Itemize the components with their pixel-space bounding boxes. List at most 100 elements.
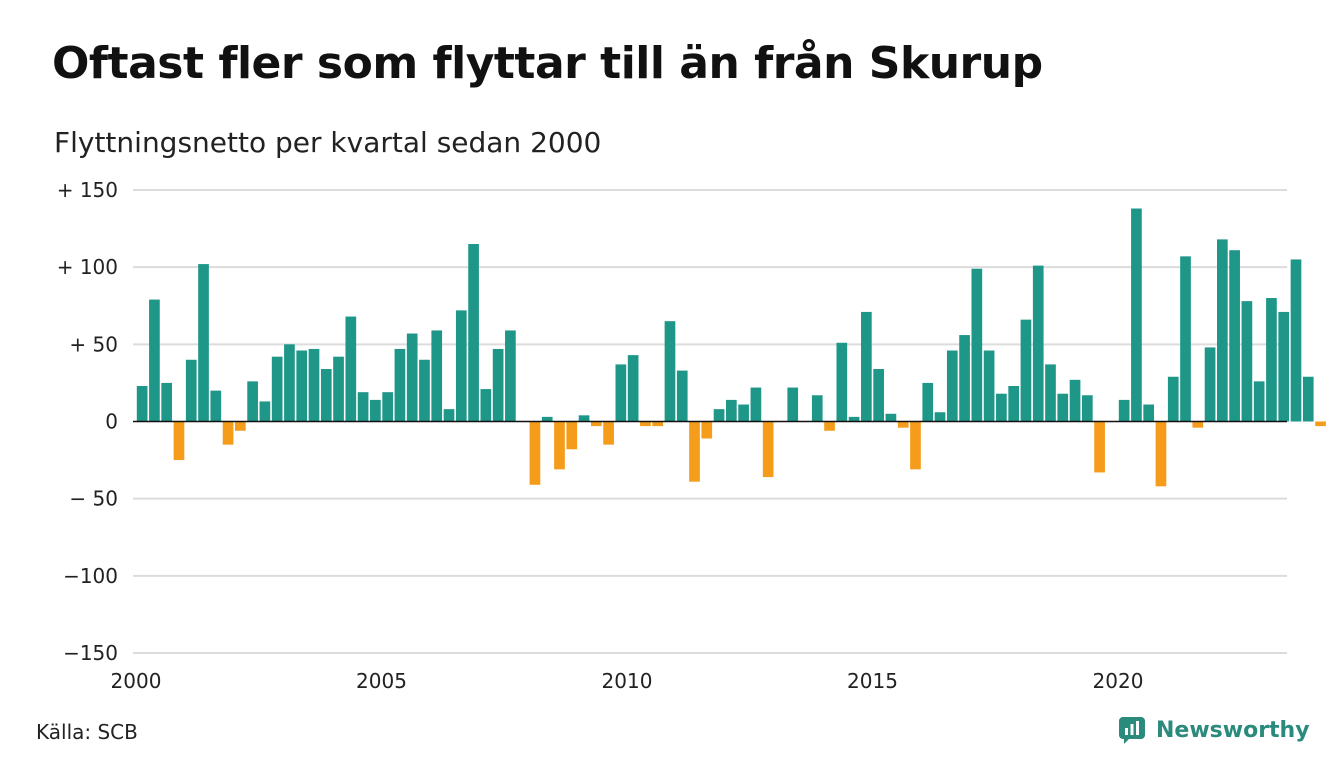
bar	[640, 421, 651, 427]
bar	[271, 356, 283, 422]
bar	[431, 330, 443, 422]
brand-name: Newsworthy	[1156, 717, 1310, 743]
brand-logo: Newsworthy	[1118, 714, 1310, 746]
y-tick-label: − 50	[69, 487, 118, 511]
bar	[1315, 421, 1326, 427]
bar	[554, 421, 565, 470]
bar	[959, 335, 970, 422]
bar	[664, 321, 676, 422]
newsworthy-logo-icon	[1119, 717, 1145, 744]
bar	[382, 392, 393, 422]
y-tick-label: 0	[105, 410, 118, 434]
bar	[1204, 347, 1216, 422]
bar	[750, 387, 762, 422]
bar	[185, 359, 197, 422]
bar	[222, 421, 234, 445]
bar	[505, 330, 516, 422]
bar	[247, 381, 258, 422]
bar	[161, 382, 173, 422]
x-tick-label: 2015	[847, 669, 898, 693]
bar	[726, 399, 737, 422]
bar	[848, 416, 860, 422]
bar	[811, 395, 823, 422]
bar	[910, 421, 921, 470]
x-tick-label: 2010	[602, 669, 653, 693]
bar	[345, 316, 357, 422]
bars	[133, 208, 1326, 487]
bar	[885, 413, 897, 422]
bar	[627, 355, 639, 422]
bar	[1020, 319, 1032, 422]
bar	[320, 369, 332, 422]
y-tick-label: −100	[63, 564, 118, 588]
bar	[1241, 301, 1253, 422]
bar	[1069, 379, 1081, 422]
y-axis-ticks: + 150 + 100 + 50 0 − 50 −100 −150	[57, 178, 118, 665]
grid-lines	[133, 189, 1287, 654]
chart-subtitle: Flyttningsnetto per kvartal sedan 2000	[54, 126, 602, 159]
bar	[1253, 381, 1265, 422]
bar	[173, 421, 185, 461]
bar	[676, 370, 688, 422]
bar	[1192, 421, 1204, 428]
bar	[1266, 298, 1277, 422]
bar	[1057, 393, 1069, 422]
bar	[652, 421, 664, 427]
bar	[996, 393, 1007, 422]
bar	[1032, 265, 1044, 422]
x-tick-label: 2000	[111, 669, 162, 693]
bar	[836, 342, 848, 422]
bar	[541, 416, 553, 422]
bar	[787, 387, 799, 422]
bar	[284, 344, 295, 422]
bar	[136, 386, 148, 422]
x-tick-label: 2020	[1093, 669, 1144, 693]
bar	[235, 421, 246, 431]
bar	[738, 404, 749, 422]
bar	[713, 409, 725, 422]
bar	[946, 350, 958, 422]
bar	[529, 421, 541, 485]
bar	[370, 399, 381, 422]
bar	[603, 421, 614, 445]
bar	[308, 348, 320, 422]
bar	[394, 348, 406, 422]
y-tick-label: + 150	[57, 178, 118, 202]
bar	[1045, 364, 1056, 422]
bar	[419, 359, 430, 422]
bar	[1180, 256, 1191, 422]
bar	[1167, 376, 1179, 422]
bar	[406, 333, 418, 422]
bar	[296, 350, 308, 422]
bar	[701, 421, 713, 439]
bar	[1118, 399, 1130, 422]
bar	[1278, 311, 1290, 422]
bar	[1081, 395, 1093, 422]
bar	[492, 348, 504, 422]
bar	[259, 401, 271, 422]
bar	[897, 421, 909, 428]
chart-title: Oftast fler som flyttar till än från Sku…	[52, 38, 1043, 89]
bar	[1094, 421, 1105, 473]
bar	[468, 244, 479, 422]
bar	[1217, 239, 1228, 422]
bar	[873, 369, 884, 422]
bar	[1131, 208, 1142, 422]
x-tick-label: 2005	[356, 669, 407, 693]
bar	[1290, 259, 1302, 422]
bar	[566, 421, 578, 450]
bar	[1008, 386, 1019, 422]
bar	[590, 421, 602, 427]
bar	[443, 409, 455, 422]
y-tick-label: + 50	[69, 332, 118, 356]
bar	[1229, 250, 1240, 422]
bar	[983, 350, 995, 422]
source-note: Källa: SCB	[36, 720, 138, 744]
bar	[861, 311, 872, 422]
bar	[210, 390, 222, 422]
bar	[357, 392, 369, 422]
bar	[922, 382, 934, 422]
bar	[615, 364, 627, 422]
bar	[333, 356, 344, 422]
bar	[762, 421, 774, 478]
